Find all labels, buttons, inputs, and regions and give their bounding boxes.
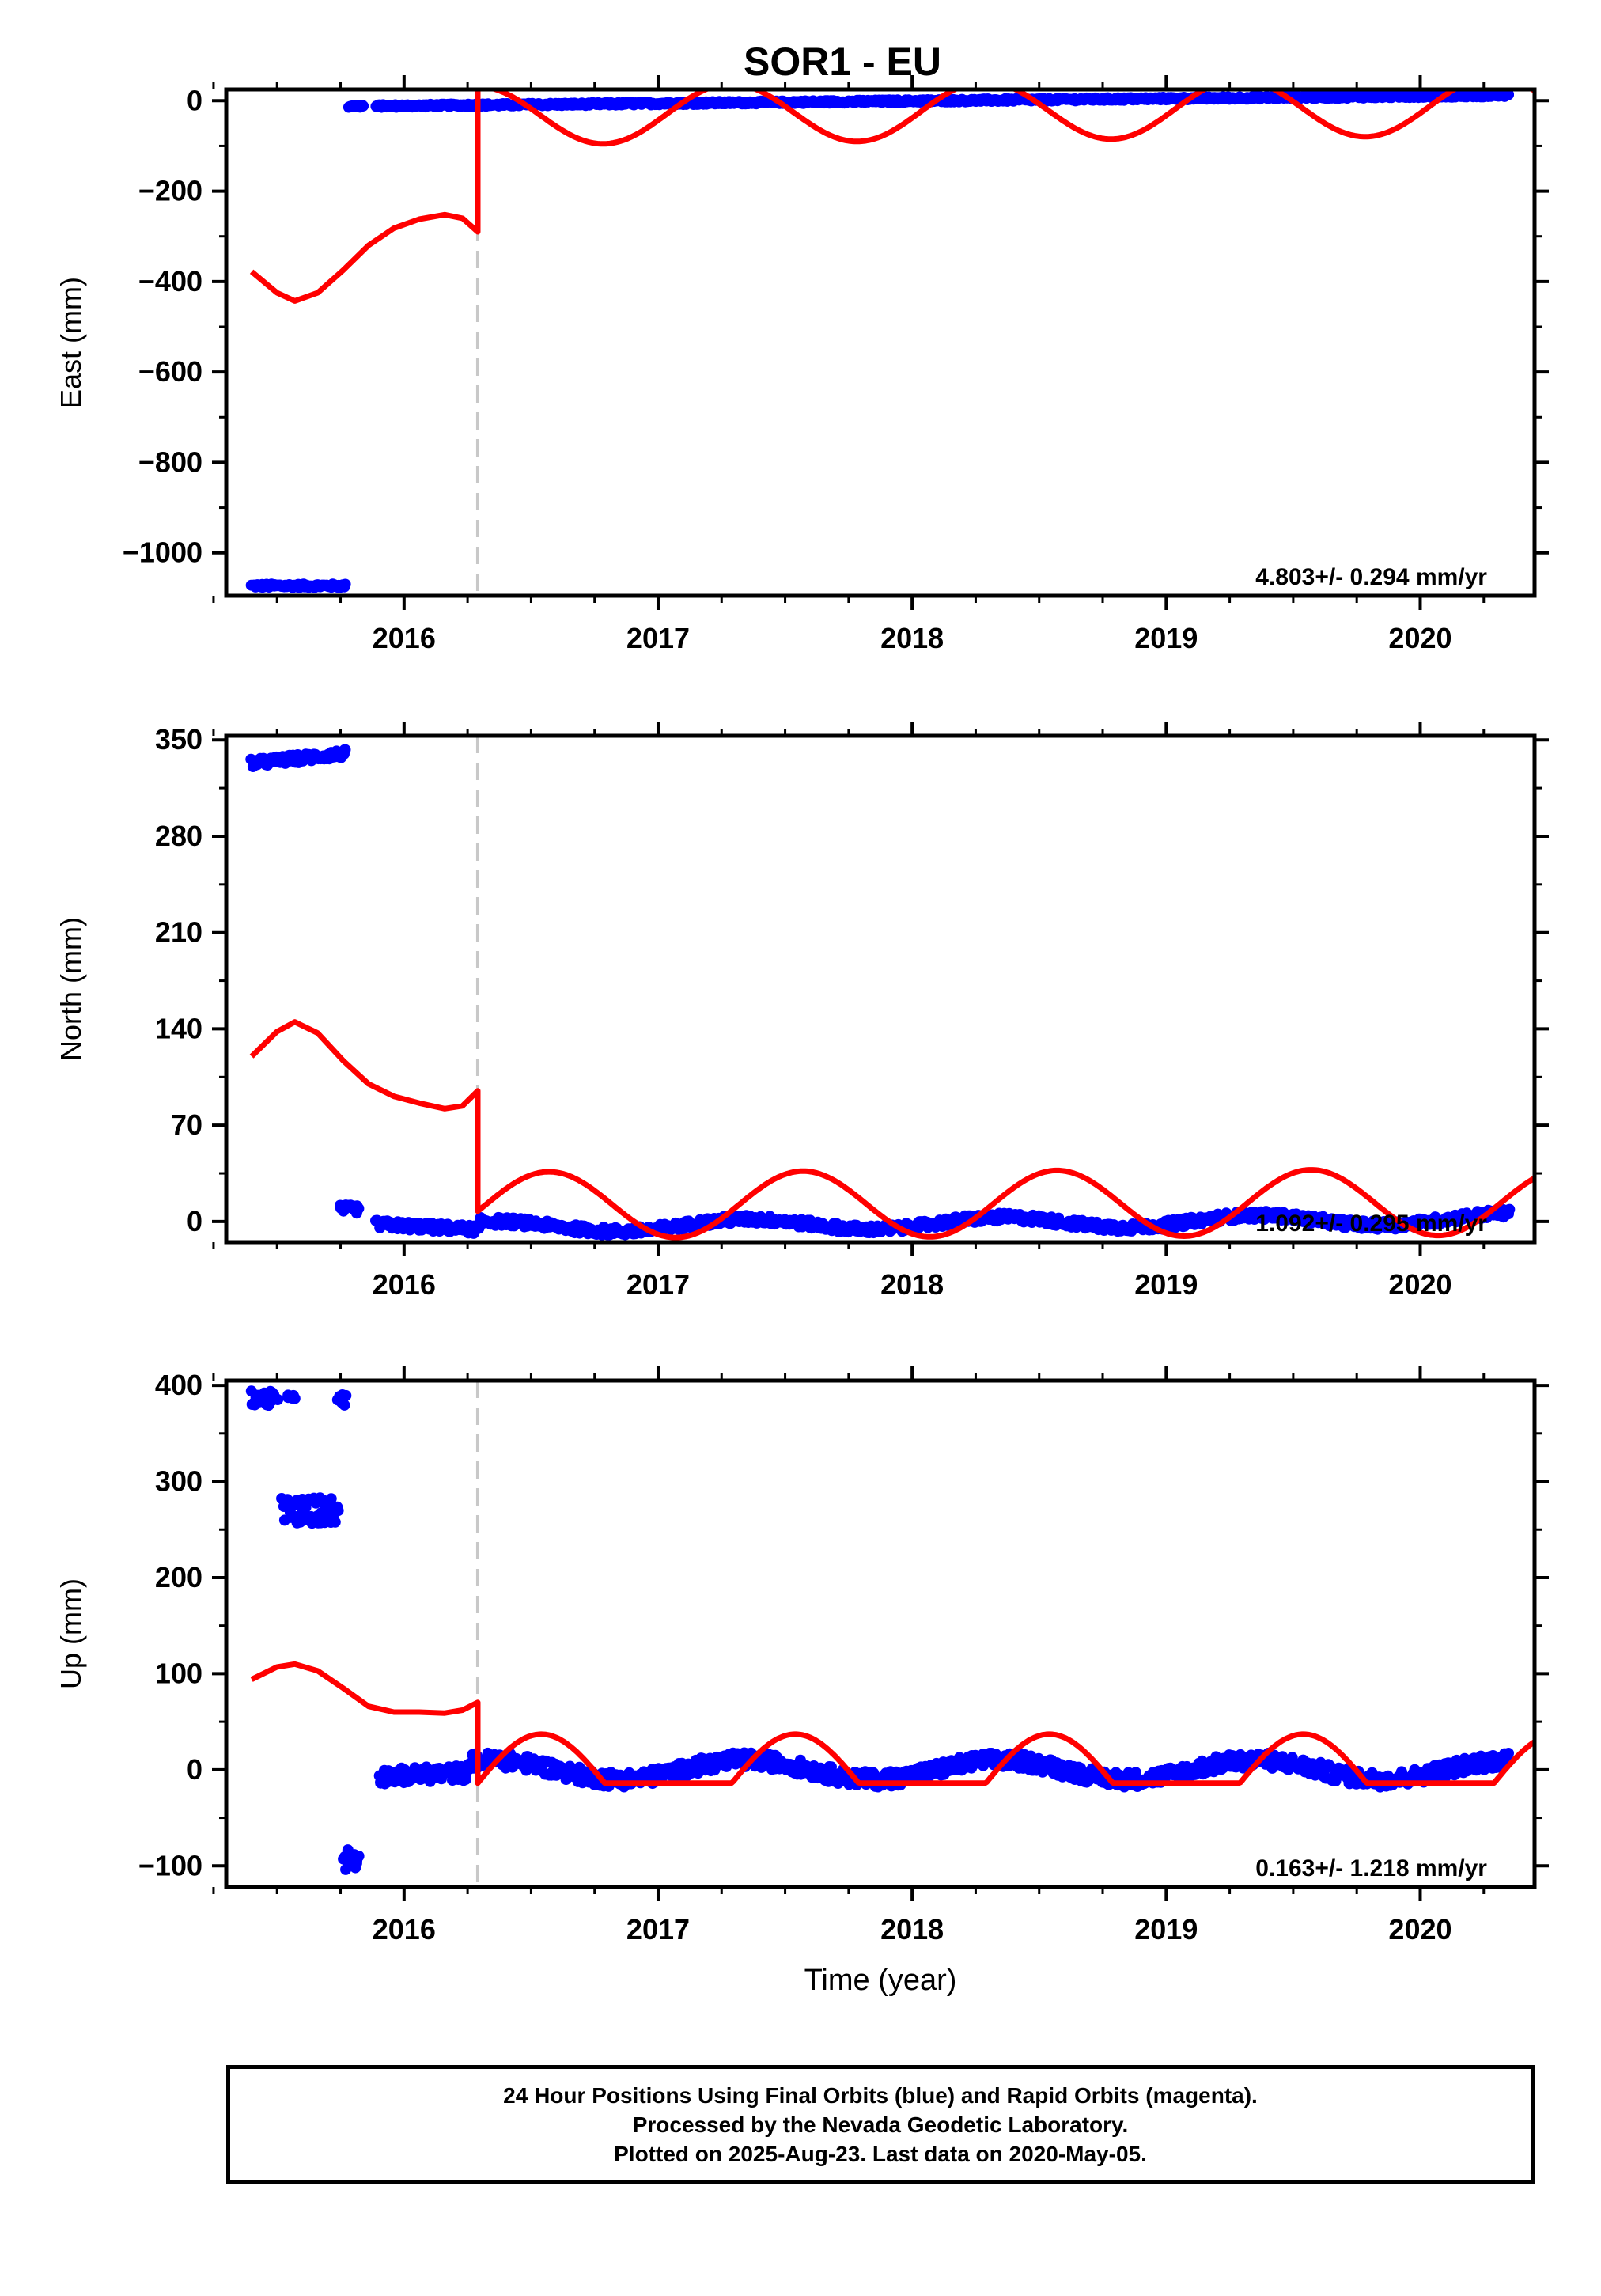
x-tick-label: 2020: [1388, 622, 1451, 654]
y-tick-label: 300: [155, 1465, 202, 1498]
plot-area: [245, 1381, 1535, 1887]
data-point: [353, 1851, 365, 1862]
data-point: [460, 1774, 471, 1786]
x-tick-label: 2017: [626, 622, 690, 654]
y-tick-label: 0: [187, 1205, 202, 1237]
panel-north: 0 70 140 210 280 350 2016 2017 2018 2019 2020 North…: [55, 722, 1549, 1301]
y-tick-label: 70: [171, 1108, 202, 1141]
x-tick-label: 2019: [1134, 1913, 1198, 1946]
rate-annotation: 1.092+/- 0.295 mm/yr: [1255, 1211, 1487, 1237]
x-tick-label: 2016: [373, 1268, 436, 1301]
rate-annotation: 0.163+/- 1.218 mm/yr: [1255, 1855, 1487, 1881]
plot-area: [245, 736, 1535, 1242]
data-point: [353, 1203, 365, 1214]
y-axis-label: East (mm): [55, 277, 87, 408]
x-tick-label: 2018: [880, 622, 944, 654]
y-tick-label: 350: [155, 723, 202, 756]
x-tick-label: 2016: [373, 622, 436, 654]
footer-box: 24 Hour Positions Using Final Orbits (bl…: [226, 2065, 1535, 2184]
x-tick-label: 2017: [626, 1913, 690, 1946]
footer-line-1: 24 Hour Positions Using Final Orbits (bl…: [503, 2082, 1258, 2108]
plot-frame: [224, 87, 1537, 598]
panel-up: −100 0 100 200 300 400 2016 2017 2018 2019 2020 Up …: [55, 1366, 1549, 1997]
data-point: [329, 1516, 341, 1528]
model-curve: [250, 1661, 1535, 1786]
y-tick-label: −100: [138, 1849, 202, 1881]
plot-frame: [224, 733, 1537, 1245]
y-tick-label: 100: [155, 1657, 202, 1689]
data-point: [339, 578, 351, 590]
chart-title: SOR1 - EU: [744, 40, 941, 84]
x-tick-label: 2018: [880, 1268, 944, 1301]
y-tick-label: −400: [138, 265, 202, 297]
data-point: [272, 1394, 284, 1405]
y-tick-label: −200: [138, 175, 202, 207]
series-final-orbits: [245, 89, 1514, 593]
y-axis-label: Up (mm): [55, 1578, 87, 1689]
data-point: [358, 100, 369, 112]
y-tick-label: −1000: [123, 536, 202, 569]
series-final-orbits: [245, 1385, 1514, 1875]
plot-area: [245, 89, 1535, 596]
series-final-orbits: [245, 744, 1516, 1241]
x-tick-label: 2017: [626, 1268, 690, 1301]
y-axis-label: North (mm): [55, 917, 87, 1061]
model-curve: [249, 1019, 1535, 1241]
data-point: [289, 1392, 301, 1404]
data-point: [339, 744, 351, 756]
y-tick-label: −800: [138, 445, 202, 478]
y-tick-label: 400: [155, 1369, 202, 1401]
plot-frame: [224, 1378, 1537, 1889]
data-point: [332, 1505, 344, 1517]
y-tick-label: 0: [187, 84, 202, 116]
y-tick-label: 280: [155, 820, 202, 852]
panel-east: 0 −200 −400 −600 −800 −1000 2016 2017 2018 2019 20…: [55, 75, 1549, 654]
x-axis-label: Time (year): [804, 1964, 957, 1997]
x-tick-label: 2020: [1388, 1268, 1451, 1301]
data-point: [1503, 89, 1514, 100]
data-point: [340, 1389, 352, 1401]
rate-annotation: 4.803+/- 0.294 mm/yr: [1255, 564, 1487, 590]
data-point: [339, 1399, 350, 1411]
y-tick-label: 210: [155, 916, 202, 949]
data-point: [286, 1508, 297, 1520]
footer-line-2: Processed by the Nevada Geodetic Laborat…: [632, 2112, 1129, 2137]
y-tick-label: 0: [187, 1753, 202, 1786]
data-point: [1130, 1767, 1141, 1779]
data-point: [1504, 1203, 1516, 1215]
x-tick-label: 2019: [1134, 1268, 1198, 1301]
x-tick-label: 2018: [880, 1913, 944, 1946]
model-curve: [249, 89, 1535, 304]
x-tick-label: 2019: [1134, 622, 1198, 654]
x-tick-label: 2016: [373, 1913, 436, 1946]
data-point: [1503, 1748, 1514, 1759]
y-tick-label: 200: [155, 1561, 202, 1593]
footer-line-3: Plotted on 2025-Aug-23. Last data on 202…: [614, 2141, 1147, 2166]
y-tick-label: 140: [155, 1012, 202, 1044]
y-tick-label: −600: [138, 355, 202, 388]
x-tick-label: 2020: [1388, 1913, 1451, 1946]
